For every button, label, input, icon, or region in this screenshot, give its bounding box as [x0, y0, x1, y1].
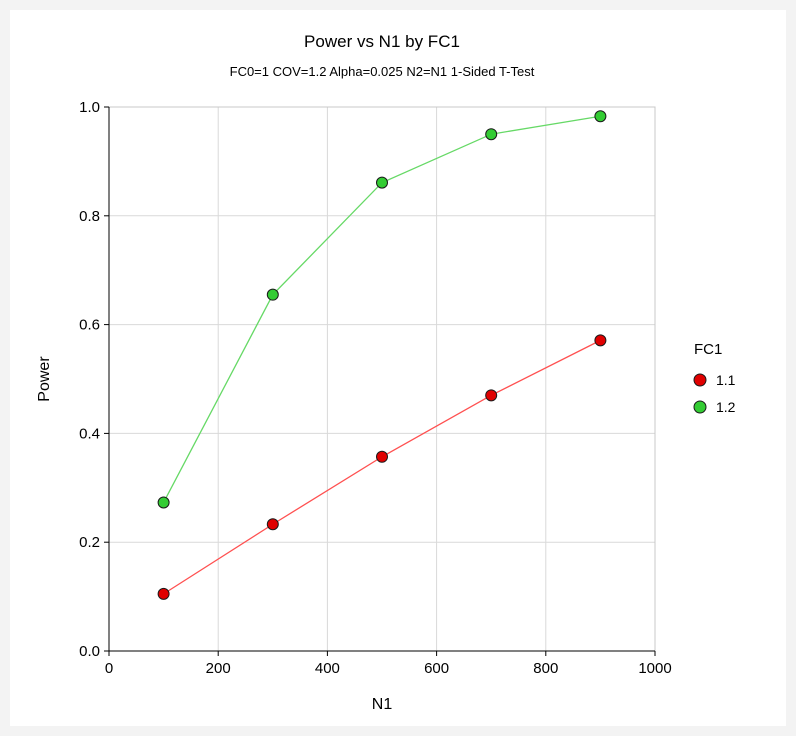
axes — [104, 106, 656, 656]
y-tick-labels: 0.0 0.2 0.4 0.6 0.8 1.0 — [79, 99, 100, 660]
legend-title: FC1 — [694, 341, 722, 358]
chart-title: Power vs N1 by FC1 — [304, 32, 460, 51]
legend-marker-1.1 — [693, 373, 707, 387]
y-tick-label: 0.4 — [79, 425, 100, 442]
chart-subtitle: FC0=1 COV=1.2 Alpha=0.025 N2=N1 1-Sided … — [230, 64, 535, 79]
data-point-1.1-500 — [376, 450, 388, 463]
x-tick-label: 800 — [533, 660, 558, 677]
data-point-1.2-500 — [376, 176, 388, 189]
data-point-1.2-700 — [485, 128, 498, 141]
x-axis-label: N1 — [372, 696, 393, 713]
data-point-1.1-100 — [157, 587, 170, 600]
y-tick-label: 0.2 — [79, 534, 100, 551]
y-tick-label: 0.0 — [79, 643, 100, 660]
legend-label-1.2: 1.2 — [716, 399, 736, 415]
y-tick-label: 0.6 — [79, 317, 100, 334]
legend: FC1 1.1 1.2 — [693, 341, 736, 415]
data-point-1.1-700 — [485, 389, 498, 402]
x-tick-label: 0 — [105, 660, 113, 677]
data-point-1.2-900 — [594, 110, 607, 123]
y-axis-label: Power — [36, 356, 53, 402]
y-tick-label: 0.8 — [79, 208, 100, 225]
legend-marker-1.2 — [693, 400, 707, 414]
data-point-1.1-900 — [594, 334, 607, 347]
x-tick-label: 600 — [424, 660, 449, 677]
y-tick-label: 1.0 — [79, 99, 100, 116]
x-tick-label: 400 — [315, 660, 340, 677]
legend-label-1.1: 1.1 — [716, 372, 736, 388]
chart-panel — [10, 10, 786, 726]
series-group — [157, 110, 607, 600]
x-tick-label: 200 — [206, 660, 231, 677]
data-point-1.1-300 — [266, 518, 279, 531]
data-point-1.2-100 — [157, 496, 170, 509]
x-tick-labels: 0 200 400 600 800 1000 — [105, 660, 672, 677]
series-line-1.2 — [163, 115, 601, 503]
x-tick-label: 1000 — [638, 660, 671, 677]
data-point-1.2-300 — [266, 288, 279, 301]
